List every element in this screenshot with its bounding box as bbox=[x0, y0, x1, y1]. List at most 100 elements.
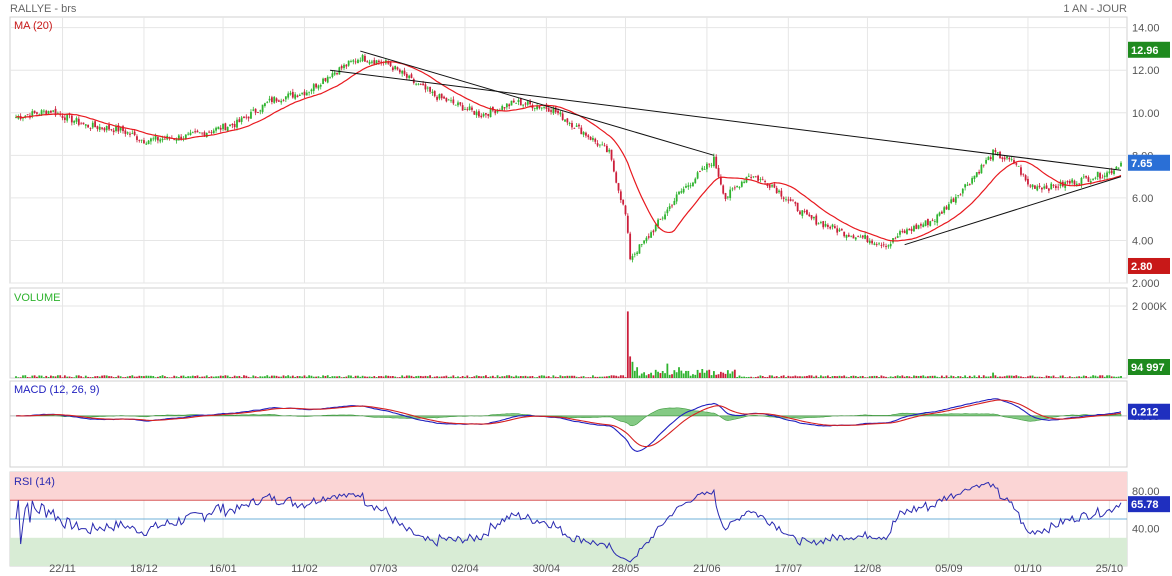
candle-body bbox=[761, 179, 764, 181]
macd-tag-text: 0.212 bbox=[1131, 407, 1159, 419]
volume-bar bbox=[696, 369, 699, 378]
volume-bar bbox=[375, 377, 378, 378]
volume-bar bbox=[806, 375, 808, 378]
candle-body bbox=[943, 207, 946, 213]
volume-bar bbox=[903, 376, 906, 378]
candle-body bbox=[971, 178, 974, 184]
volume-bar bbox=[203, 376, 206, 378]
candle-body bbox=[573, 127, 576, 129]
volume-bar bbox=[154, 377, 157, 378]
candle-body bbox=[559, 112, 562, 115]
volume-bar bbox=[717, 374, 720, 378]
candle-body bbox=[1080, 178, 1083, 185]
candle-body bbox=[84, 124, 87, 126]
candle-body bbox=[1027, 178, 1029, 185]
candle-body bbox=[1043, 186, 1046, 189]
volume-bar bbox=[1041, 377, 1043, 378]
volume-bar bbox=[415, 376, 418, 378]
volume-bar bbox=[868, 376, 871, 378]
volume-bar bbox=[661, 370, 664, 378]
volume-bar bbox=[787, 375, 790, 378]
volume-bar bbox=[778, 377, 780, 378]
candle-body bbox=[233, 123, 236, 128]
candle-body bbox=[468, 106, 471, 111]
volume-bar bbox=[236, 376, 238, 378]
high-price-tag-text: 12.96 bbox=[1131, 45, 1159, 57]
volume-bar bbox=[587, 377, 590, 378]
candle-body bbox=[1057, 186, 1060, 188]
volume-bar bbox=[389, 376, 392, 378]
candle-body bbox=[396, 67, 399, 70]
candle-body bbox=[678, 191, 680, 195]
volume-bar bbox=[638, 375, 641, 378]
volume-bar bbox=[533, 377, 536, 378]
volume-bar bbox=[540, 375, 543, 378]
period-label[interactable]: 1 AN - JOUR bbox=[1063, 3, 1127, 15]
volume-bar bbox=[215, 376, 217, 378]
candle-body bbox=[803, 211, 806, 212]
volume-bar bbox=[568, 375, 571, 378]
candle-body bbox=[66, 114, 69, 121]
candle-body bbox=[866, 235, 869, 243]
volume-bar bbox=[668, 374, 671, 378]
candle-body bbox=[438, 94, 441, 99]
candle-body bbox=[1029, 185, 1032, 187]
candle-body bbox=[54, 108, 57, 116]
x-tick-label: 28/05 bbox=[612, 563, 640, 575]
volume-bar bbox=[391, 376, 394, 378]
candle-body bbox=[482, 113, 485, 117]
volume-bar bbox=[633, 370, 636, 378]
candle-body bbox=[1052, 184, 1055, 186]
volume-bar bbox=[89, 377, 92, 378]
volume-bar bbox=[159, 376, 162, 378]
candle-body bbox=[717, 167, 720, 177]
volume-bar bbox=[585, 377, 587, 378]
volume-bar bbox=[126, 376, 129, 378]
candle-body bbox=[131, 133, 134, 134]
volume-bar bbox=[950, 375, 953, 378]
candle-body bbox=[426, 87, 429, 89]
volume-bar bbox=[1087, 377, 1090, 378]
ma-line bbox=[15, 61, 1122, 242]
candle-body bbox=[608, 149, 611, 152]
candle-body bbox=[61, 115, 64, 119]
candle-body bbox=[554, 107, 557, 113]
ma-label: MA (20) bbox=[14, 20, 53, 32]
volume-bar bbox=[650, 372, 652, 378]
candle-body bbox=[177, 135, 180, 141]
candle-body bbox=[540, 107, 543, 109]
volume-bar bbox=[724, 373, 727, 378]
volume-bar bbox=[161, 375, 164, 378]
volume-bar bbox=[882, 376, 885, 378]
candle-body bbox=[247, 116, 250, 119]
volume-bar bbox=[210, 376, 213, 378]
candle-body bbox=[801, 210, 804, 216]
volume-bar bbox=[445, 375, 448, 378]
candle-body bbox=[303, 91, 306, 96]
candle-body bbox=[485, 113, 487, 115]
candle-body bbox=[1075, 183, 1078, 186]
volume-bar bbox=[345, 376, 348, 378]
volume-bar bbox=[38, 375, 41, 378]
candle-body bbox=[961, 188, 964, 194]
volume-bar bbox=[357, 375, 359, 378]
volume-bar bbox=[766, 376, 769, 378]
candle-body bbox=[968, 183, 971, 185]
candle-body bbox=[282, 100, 285, 102]
candle-body bbox=[692, 182, 694, 187]
volume-bar bbox=[112, 377, 115, 378]
volume-bar bbox=[687, 370, 690, 378]
volume-bar bbox=[810, 375, 813, 378]
candle-body bbox=[1094, 177, 1097, 179]
volume-bar bbox=[75, 375, 78, 378]
volume-bar bbox=[603, 376, 606, 378]
volume-bar bbox=[336, 376, 338, 378]
candle-body bbox=[96, 126, 99, 129]
volume-bar bbox=[996, 376, 999, 378]
volume-bar bbox=[317, 376, 320, 378]
candle-body bbox=[792, 200, 794, 202]
candle-body bbox=[873, 243, 876, 245]
volume-bar bbox=[529, 376, 532, 378]
volume-bar bbox=[105, 375, 108, 378]
candle-body bbox=[782, 197, 785, 199]
